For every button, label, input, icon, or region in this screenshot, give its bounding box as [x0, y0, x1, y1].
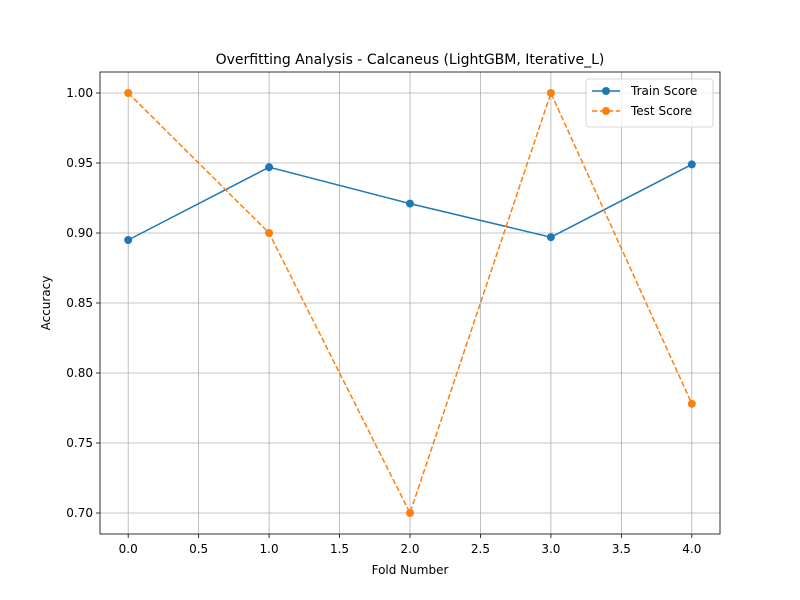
- legend-label: Test Score: [630, 104, 692, 118]
- series-line-test-score: [127, 90, 693, 515]
- legend: Train Score Test Score: [585, 78, 714, 128]
- y-axis: 0.70 0.75 0.80 0.85 0.90 0.95 1.00: [66, 86, 100, 520]
- data-point-test-score: [265, 229, 274, 237]
- legend-item-train-score: Train Score: [592, 84, 697, 98]
- y-axis-label: Accuracy: [39, 276, 53, 331]
- x-tick-label: 4.0: [682, 542, 701, 556]
- x-tick-label: 3.5: [612, 542, 631, 556]
- chart-title: Overfitting Analysis - Calcaneus (LightG…: [216, 52, 605, 68]
- series-layer: [124, 89, 696, 517]
- data-point-train-score: [124, 236, 133, 244]
- x-axis: 0.0 0.5 1.0 1.5 2.0 2.5 3.0 3.5 4.0: [119, 534, 701, 556]
- x-tick-label: 0.5: [189, 542, 208, 556]
- series-train-score: [124, 160, 696, 244]
- data-point-test-score: [124, 89, 133, 97]
- data-point-test-score: [687, 399, 696, 408]
- x-tick-label: 3.0: [541, 542, 560, 556]
- x-tick-label: 1.0: [260, 542, 279, 556]
- y-tick-label: 0.90: [66, 226, 93, 240]
- y-tick-label: 0.95: [66, 156, 93, 170]
- legend-marker: [602, 87, 610, 95]
- x-tick-label: 1.5: [330, 542, 349, 556]
- x-axis-label: Fold Number: [372, 563, 449, 577]
- y-tick-label: 1.00: [66, 86, 93, 100]
- legend-marker: [602, 107, 610, 115]
- data-point-train-score: [546, 233, 555, 242]
- y-tick-label: 0.75: [66, 436, 93, 450]
- y-tick-label: 0.85: [66, 296, 93, 310]
- y-tick-label: 0.70: [66, 506, 93, 520]
- legend-label: Train Score: [630, 84, 697, 98]
- series-test-score: [124, 89, 696, 517]
- legend-item-test-score: Test Score: [592, 104, 692, 118]
- data-point-train-score: [265, 163, 274, 172]
- data-point-train-score: [406, 199, 414, 208]
- data-point-test-score: [546, 89, 555, 97]
- x-tick-label: 0.0: [119, 542, 138, 556]
- x-tick-label: 2.5: [471, 542, 490, 556]
- data-point-train-score: [687, 160, 696, 169]
- y-tick-label: 0.80: [66, 366, 93, 380]
- data-point-test-score: [406, 509, 414, 517]
- x-tick-label: 2.0: [400, 542, 419, 556]
